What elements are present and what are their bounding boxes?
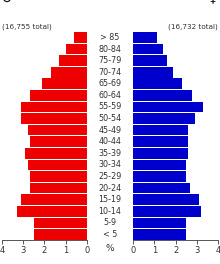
Bar — [26, 148, 87, 159]
Text: 50-54: 50-54 — [98, 114, 122, 123]
Bar — [133, 55, 167, 66]
Text: 70-74: 70-74 — [98, 68, 122, 77]
Text: ♀: ♀ — [208, 0, 218, 4]
Bar — [21, 102, 87, 112]
Bar — [21, 194, 87, 205]
Bar — [133, 171, 186, 182]
Bar — [133, 44, 163, 54]
Bar — [133, 183, 190, 194]
Bar — [34, 229, 87, 240]
Text: 65-69: 65-69 — [98, 79, 122, 88]
Bar — [133, 160, 186, 170]
Bar — [133, 32, 156, 43]
Bar — [66, 44, 87, 54]
Text: < 5: < 5 — [103, 230, 117, 239]
Bar — [30, 136, 87, 147]
Text: %: % — [106, 244, 114, 253]
Bar — [51, 67, 87, 78]
Text: 10-14: 10-14 — [99, 207, 121, 216]
Bar — [59, 55, 87, 66]
Bar — [30, 90, 87, 101]
Text: 80-84: 80-84 — [99, 45, 121, 54]
Bar — [133, 78, 182, 89]
Text: 35-39: 35-39 — [98, 149, 122, 158]
Text: 40-44: 40-44 — [99, 137, 121, 146]
Bar — [133, 90, 192, 101]
Text: 30-34: 30-34 — [99, 161, 121, 169]
Bar — [133, 229, 186, 240]
Bar — [133, 102, 203, 112]
Bar — [133, 148, 188, 159]
Bar — [133, 136, 188, 147]
Bar — [133, 218, 186, 228]
Text: 60-64: 60-64 — [99, 91, 121, 100]
Bar — [133, 206, 201, 216]
Bar — [17, 206, 87, 216]
Bar — [21, 113, 87, 124]
Text: 75-79: 75-79 — [98, 56, 122, 65]
Text: 55-59: 55-59 — [98, 102, 122, 111]
Bar — [28, 125, 87, 135]
Text: (16,732 total): (16,732 total) — [168, 23, 218, 30]
Bar — [30, 171, 87, 182]
Text: 20-24: 20-24 — [98, 183, 122, 193]
Bar — [133, 113, 194, 124]
Text: ♂: ♂ — [2, 0, 15, 4]
Text: 5-9: 5-9 — [103, 218, 117, 227]
Bar — [133, 67, 173, 78]
Text: > 85: > 85 — [100, 33, 120, 42]
Bar — [42, 78, 87, 89]
Bar — [133, 194, 199, 205]
Bar — [74, 32, 87, 43]
Text: 15-19: 15-19 — [98, 195, 122, 204]
Bar — [133, 125, 188, 135]
Bar — [30, 183, 87, 194]
Text: 45-49: 45-49 — [98, 126, 122, 135]
Text: (16,755 total): (16,755 total) — [2, 23, 52, 30]
Text: 25-29: 25-29 — [98, 172, 122, 181]
Bar — [34, 218, 87, 228]
Bar — [28, 160, 87, 170]
